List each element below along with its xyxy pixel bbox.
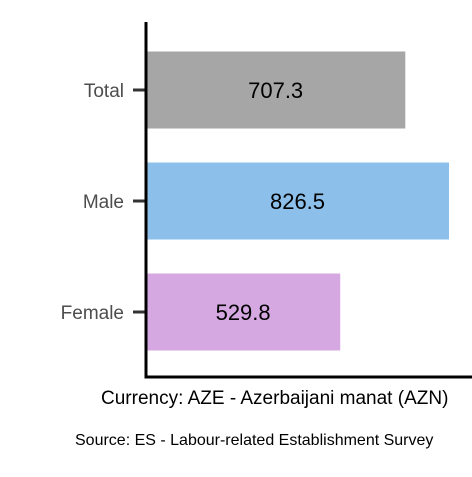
bars-layer [146,51,449,351]
x-axis-label: Currency: AZE - Azerbaijani manat (AZN) [101,388,448,409]
value-label-total: 707.3 [248,78,303,103]
value-label-male: 826.5 [270,189,325,214]
source-note: Source: ES - Labour-related Establishmen… [75,432,433,449]
category-label-total: Total [84,81,124,102]
category-label-male: Male [83,192,124,213]
bar-total [146,51,406,129]
bar-female [146,273,341,351]
bar-male [146,162,449,240]
axis-layer [133,22,472,379]
value-label-female: 529.8 [216,300,271,325]
category-label-female: Female [61,303,124,324]
labels-layer: 707.3 Total 826.5 Male 529.8 Female [61,78,325,325]
